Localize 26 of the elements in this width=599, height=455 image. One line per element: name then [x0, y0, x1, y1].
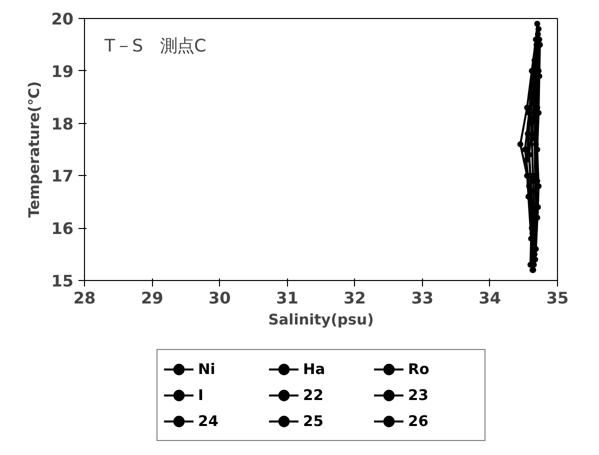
- y-tick-label: 17: [51, 166, 74, 186]
- legend-label: 23: [408, 386, 430, 406]
- legend-label: 24: [198, 412, 220, 432]
- x-tick-label: 30: [208, 288, 231, 308]
- legend-label: 25: [303, 412, 324, 432]
- y-tick-label: 19: [51, 62, 74, 81]
- x-tick-label: 35: [546, 288, 569, 308]
- legend-label: 22: [303, 386, 324, 406]
- legend-label: Ro: [408, 360, 430, 380]
- y-axis-title: Temperature(℃): [26, 81, 44, 218]
- y-tick-label: 20: [51, 10, 74, 28]
- legend-label: Ha: [303, 360, 326, 380]
- x-tick-label: 34: [478, 288, 502, 308]
- legend-label: Ni: [198, 360, 216, 380]
- text: T－S 測点C: [104, 36, 206, 56]
- x-tick-label: 28: [73, 288, 96, 308]
- x-tick-label: 31: [276, 288, 298, 308]
- y-tick-label: 18: [51, 114, 74, 134]
- x-tick-label: 29: [140, 288, 164, 308]
- x-axis-title: Salinity(psu): [268, 312, 374, 328]
- y-tick-label: 15: [51, 272, 74, 290]
- x-tick-label: 32: [344, 288, 366, 308]
- x-tick-label: 33: [411, 288, 434, 308]
- legend-label: I: [198, 386, 204, 406]
- legend-label: 26: [408, 412, 430, 432]
- y-tick-label: 16: [51, 219, 74, 238]
